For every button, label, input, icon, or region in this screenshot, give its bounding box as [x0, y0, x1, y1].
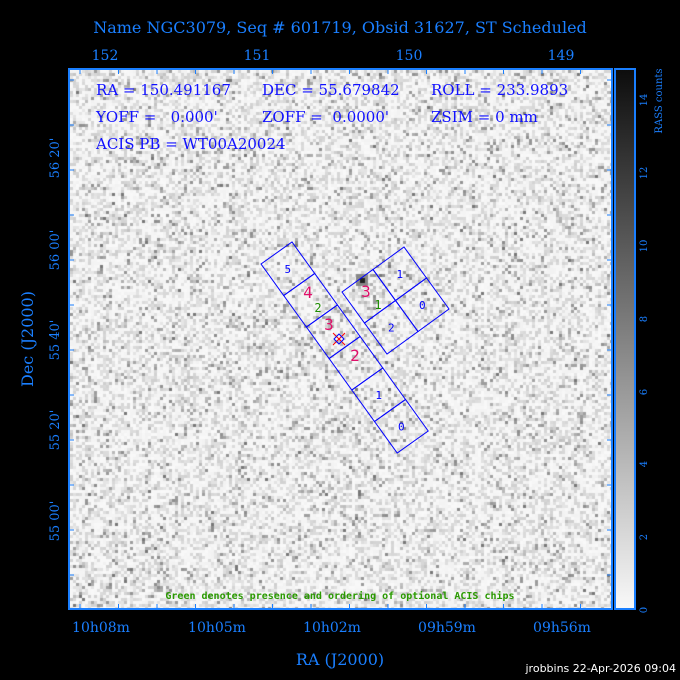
top-tick-label: 152 [91, 48, 119, 64]
required-chip-label: 2 [350, 346, 360, 365]
y-tick-label: 56 00' [48, 229, 63, 271]
top-tick-label: 149 [547, 48, 575, 64]
x-axis-label: RA (J2000) [295, 650, 385, 669]
ra-readout: RA = 150.491167 [96, 81, 231, 99]
y-tick-label: 56 20' [48, 137, 63, 179]
chip-label: 1 [396, 268, 403, 281]
rass-background [70, 70, 611, 608]
chip-label: 0 [398, 420, 405, 433]
optional-chip-label: 2 [314, 301, 321, 315]
chip-label: 0 [419, 299, 426, 312]
aimpoint-marker [332, 332, 346, 346]
y-tick-label: 55 20' [48, 409, 63, 451]
colorbar-tick-label: 6 [639, 388, 650, 395]
x-tick-label: 09h59m [418, 620, 476, 636]
colorbar-label: RASS counts [654, 68, 665, 134]
colorbar-tick-label: 8 [639, 315, 650, 322]
chip-label: 2 [388, 321, 395, 334]
top-tick-label: 151 [243, 48, 271, 64]
footer-stamp: jrobbins 22-Apr-2026 09:04 [525, 662, 677, 675]
colorbar-tick-label: 12 [639, 166, 650, 180]
chip-label: 5 [285, 263, 292, 276]
x-tick-label: 09h56m [533, 620, 591, 636]
required-chip-label: 4 [303, 283, 313, 302]
colorbar-tick-label: 2 [639, 534, 650, 541]
x-tick-label: 10h02m [303, 620, 361, 636]
aimpoint-diamond [333, 333, 345, 345]
top-tick-label: 150 [395, 48, 423, 64]
colorbar-tick-label: 14 [639, 94, 650, 107]
x-tick-label: 10h08m [72, 620, 130, 636]
roll-readout: ROLL = 233.9893 [431, 81, 569, 99]
zsim-readout: ZSIM = 0 mm [431, 108, 538, 126]
required-chip-label: 3 [361, 282, 371, 301]
dec-readout: DEC = 55.679842 [262, 81, 400, 99]
yoff-readout: YOFF = 0.000' [96, 108, 218, 126]
colorbar [614, 68, 636, 610]
chip-label: 1 [375, 389, 382, 402]
colorbar-tick-label: 0 [639, 606, 650, 614]
y-axis-label: Dec (J2000) [18, 291, 37, 387]
x-tick-label: 10h05m [188, 620, 246, 636]
sky-image [68, 68, 613, 610]
zoff-readout: ZOFF = 0.0000' [262, 108, 390, 126]
acis-pb-readout: ACIS PB = WT00A20024 [96, 135, 286, 153]
acis-i-chip [394, 277, 450, 333]
y-tick-label: 55 00' [48, 500, 63, 542]
optional-chips-note: Green denotes presence and ordering of o… [165, 591, 515, 602]
optional-chip-label: 1 [374, 298, 381, 312]
colorbar-tick-label: 4 [639, 461, 650, 468]
y-tick-label: 55 40' [48, 319, 63, 361]
plot-title: Name NGC3079, Seq # 601719, Obsid 31627,… [93, 18, 587, 37]
required-chip-label: 3 [324, 315, 334, 334]
acis-s-chip [373, 398, 429, 454]
colorbar-tick-label: 10 [639, 239, 650, 253]
